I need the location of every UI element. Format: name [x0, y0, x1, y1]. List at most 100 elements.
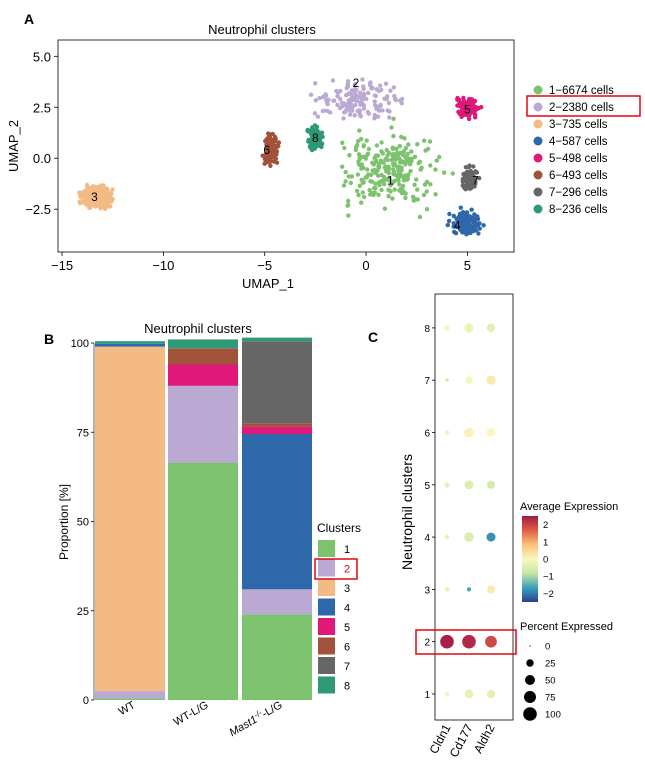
- umap-cell-point: [357, 183, 362, 188]
- umap-cell-point: [335, 94, 340, 99]
- umap-cell-point: [349, 106, 354, 111]
- umap-cell-point: [389, 157, 394, 163]
- umap-cell-point: [374, 104, 379, 109]
- umap-cell-point: [392, 161, 397, 167]
- umap-cell-point: [463, 165, 469, 170]
- umap-cell-point: [353, 102, 358, 108]
- umap-cell-point: [457, 110, 462, 115]
- umap-cell-point: [391, 169, 397, 175]
- umap-cell-point: [390, 153, 395, 158]
- umap-cell-point: [343, 169, 348, 175]
- umap-cluster-1-points: [340, 116, 455, 220]
- umap-cell-point: [365, 167, 370, 172]
- pct-expressed-swatch: [529, 645, 531, 647]
- dot-5-Aldh2: [486, 480, 496, 489]
- umap-cell-point: [361, 103, 367, 108]
- dot-1-Aldh2: [486, 689, 496, 699]
- bar-legend-swatch-2: [318, 559, 335, 577]
- umap-cell-point: [96, 203, 102, 208]
- umap-legend-swatch-8: [533, 204, 543, 214]
- umap-cell-point: [316, 137, 321, 142]
- dot-6-Cd177: [464, 427, 474, 438]
- umap-cell-point: [319, 144, 324, 149]
- umap-cell-point: [360, 190, 365, 195]
- umap-cell-point: [325, 108, 330, 114]
- bar-stack-2: [168, 339, 238, 700]
- bar-legend-title: Clusters: [317, 521, 361, 535]
- bar-segment-cluster-4: [95, 343, 165, 347]
- umap-cell-point: [380, 179, 386, 184]
- umap-cell-point: [412, 154, 418, 159]
- umap-cell-point: [312, 123, 318, 128]
- bar-legend-highlight-box: [314, 558, 358, 580]
- umap-cell-point: [83, 200, 89, 205]
- umap-cell-point: [390, 146, 396, 152]
- umap-cell-point: [92, 198, 98, 204]
- umap-cell-point: [103, 196, 108, 201]
- umap-cell-point: [355, 143, 360, 148]
- umap-cell-point: [374, 143, 380, 148]
- umap-cell-point: [368, 192, 373, 197]
- umap-cell-point: [403, 146, 408, 151]
- umap-cell-point: [386, 194, 391, 199]
- umap-cell-point: [376, 173, 381, 178]
- umap-legend-label-5: 5−498 cells: [549, 153, 608, 165]
- umap-cell-point: [408, 169, 413, 174]
- umap-legend-swatch-6: [533, 170, 543, 180]
- umap-cell-point: [386, 100, 392, 106]
- avg-expression-tick-label: −2: [543, 589, 554, 600]
- umap-cell-point: [382, 206, 388, 211]
- umap-cell-point: [471, 104, 477, 109]
- bar-legend-swatch-7: [318, 657, 335, 674]
- umap-cell-point: [424, 189, 429, 194]
- umap-cell-point: [366, 146, 371, 152]
- avg-expression-ticks: 2 1 0 −1 −2: [538, 520, 554, 600]
- bar-y-tick-label: 25: [77, 606, 89, 618]
- umap-cell-point: [94, 189, 99, 195]
- umap-cluster-6-points: [260, 131, 282, 168]
- umap-cell-point: [360, 77, 365, 82]
- dot-4-Cldn1: [444, 534, 450, 540]
- umap-legend-swatch-4: [533, 136, 543, 146]
- umap-cell-point: [357, 128, 362, 133]
- pct-expressed-tick-label: 100: [545, 710, 561, 721]
- umap-cell-point: [375, 114, 381, 119]
- umap-cell-point: [348, 180, 353, 186]
- avg-expression-colorbar: [522, 516, 538, 602]
- bar-title: Neutrophil clusters: [144, 321, 252, 336]
- umap-cell-point: [357, 162, 362, 168]
- umap-cell-point: [88, 198, 94, 204]
- umap-cell-point: [338, 96, 343, 102]
- bar-legend-swatch-4: [318, 598, 335, 616]
- umap-cluster-label-4: 4: [454, 219, 461, 233]
- umap-cell-point: [343, 179, 348, 184]
- pct-expressed-swatch: [523, 707, 537, 721]
- umap-cell-point: [349, 174, 355, 179]
- umap-cell-point: [475, 221, 480, 227]
- dot-3-Aldh2: [487, 585, 495, 594]
- umap-cell-point: [454, 216, 459, 221]
- dotplot-dots: [440, 323, 497, 699]
- bar-stack-3: [242, 337, 312, 700]
- dotplot-y-label: Neutrophil clusters: [399, 454, 415, 570]
- umap-cell-point: [391, 85, 397, 90]
- bar-segment-cluster-3: [95, 346, 165, 692]
- umap-cell-point: [409, 149, 414, 154]
- umap-cell-point: [396, 178, 401, 183]
- pct-expressed-swatch: [526, 659, 534, 667]
- dotplot-y-tick-label: 6: [424, 429, 430, 440]
- umap-legend-label-8: 8−236 cells: [549, 204, 608, 216]
- bar-legend-label-5: 5: [344, 622, 350, 634]
- umap-cell-point: [313, 98, 318, 103]
- umap-x-ticks: −15 −10 −5 0 5: [51, 252, 471, 273]
- umap-cell-point: [268, 163, 273, 168]
- umap-cell-point: [276, 140, 282, 145]
- umap-cell-point: [105, 191, 110, 197]
- dot-4-Aldh2: [486, 532, 496, 542]
- umap-cell-point: [403, 195, 408, 201]
- umap-cell-point: [458, 205, 463, 210]
- umap-cell-point: [376, 192, 381, 197]
- umap-y-tick-label: 5.0: [33, 49, 51, 64]
- umap-cell-point: [346, 198, 351, 204]
